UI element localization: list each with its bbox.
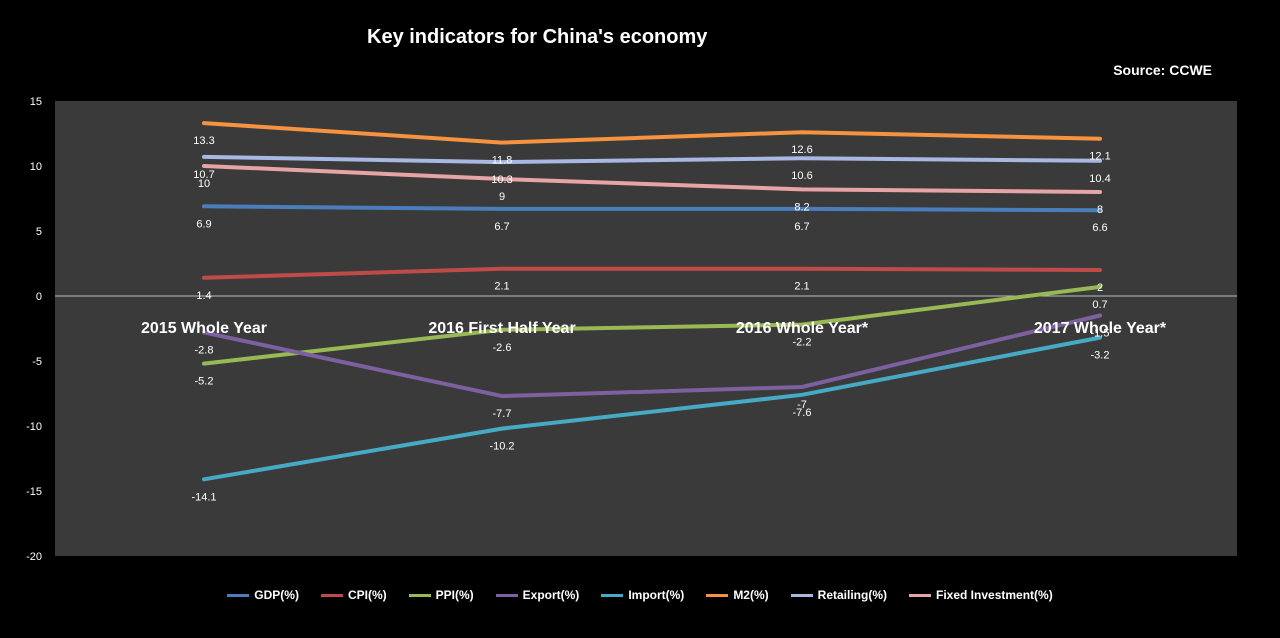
chart-legend: GDP(%) CPI(%) PPI(%) Export(%) Import(%) M2(%… bbox=[0, 586, 1280, 604]
series-line bbox=[202, 154, 1102, 165]
data-label: 10.6 bbox=[791, 170, 812, 182]
data-label: 6.7 bbox=[794, 221, 809, 233]
data-label: 2 bbox=[1097, 282, 1103, 294]
legend-label: PPI(%) bbox=[435, 588, 474, 602]
data-label: 8.2 bbox=[794, 201, 809, 213]
legend-label: M2(%) bbox=[733, 588, 769, 602]
data-label: -7.7 bbox=[493, 408, 512, 420]
chart-source: Source: CCWE bbox=[1113, 62, 1212, 78]
data-label: 2.1 bbox=[494, 281, 509, 293]
y-tick-label: 10 bbox=[30, 161, 42, 173]
legend-item: GDP(%) bbox=[227, 586, 299, 604]
legend-swatch bbox=[408, 593, 431, 597]
legend-label: Fixed Investment(%) bbox=[936, 588, 1053, 602]
data-label: 1.4 bbox=[196, 290, 211, 302]
data-label: -3.2 bbox=[1091, 350, 1110, 362]
legend-item: Export(%) bbox=[495, 586, 580, 604]
legend-swatch bbox=[706, 593, 729, 597]
legend-swatch bbox=[320, 593, 343, 597]
series-line bbox=[202, 266, 1102, 280]
legend-swatch bbox=[909, 593, 931, 597]
legend-label: CPI(%) bbox=[347, 588, 387, 602]
x-category-label: 2016 First Half Year bbox=[428, 320, 575, 337]
x-category-label: 2017 Whole Year* bbox=[1034, 320, 1167, 337]
data-label: -2.8 bbox=[195, 344, 214, 356]
legend-item: CPI(%) bbox=[320, 586, 387, 604]
y-tick-label: 5 bbox=[36, 226, 42, 238]
chart-title: Key indicators for China's economy bbox=[367, 26, 708, 48]
series-line bbox=[202, 164, 1102, 194]
legend-swatch bbox=[601, 593, 624, 597]
y-tick-label: -20 bbox=[26, 551, 42, 563]
data-label: -7 bbox=[797, 399, 807, 411]
data-label: -2.2 bbox=[793, 337, 812, 349]
data-label: 10.3 bbox=[491, 174, 512, 186]
x-category-label: 2015 Whole Year bbox=[141, 320, 267, 337]
legend-item: Fixed Investment(%) bbox=[909, 586, 1053, 604]
y-tick-label: -5 bbox=[32, 356, 42, 368]
series-line bbox=[202, 335, 1102, 482]
legend-swatch bbox=[227, 593, 250, 597]
series-line bbox=[202, 284, 1102, 366]
data-label: -14.1 bbox=[191, 491, 216, 503]
data-label: 0.7 bbox=[1092, 299, 1107, 311]
data-label: -10.2 bbox=[489, 441, 514, 453]
legend-item: Retailing(%) bbox=[790, 586, 887, 604]
data-label: -1.5 bbox=[1091, 328, 1110, 340]
data-label: 13.3 bbox=[193, 135, 214, 147]
data-label: 2.1 bbox=[794, 281, 809, 293]
series-line bbox=[202, 121, 1102, 145]
data-label: 8 bbox=[1097, 204, 1103, 216]
y-tick-label: -10 bbox=[26, 421, 42, 433]
y-tick-label: -15 bbox=[26, 486, 42, 498]
legend-label: Import(%) bbox=[628, 588, 685, 602]
legend-swatch bbox=[495, 593, 518, 597]
data-label: 12.6 bbox=[791, 144, 812, 156]
data-label: 10.7 bbox=[193, 169, 214, 181]
legend-item: M2(%) bbox=[706, 586, 769, 604]
legend-item: PPI(%) bbox=[408, 586, 474, 604]
data-label: 10.4 bbox=[1089, 173, 1110, 185]
data-label: 6.6 bbox=[1092, 222, 1107, 234]
data-label: 9 bbox=[499, 191, 505, 203]
data-label: -5.2 bbox=[195, 376, 214, 388]
y-tick-label: 15 bbox=[30, 96, 42, 108]
series-line bbox=[202, 313, 1102, 399]
legend-label: GDP(%) bbox=[254, 588, 299, 602]
series-line bbox=[202, 204, 1102, 213]
data-label: 6.9 bbox=[196, 218, 211, 230]
data-label: 6.7 bbox=[494, 221, 509, 233]
y-tick-label: 0 bbox=[36, 291, 42, 303]
data-label: -7.6 bbox=[793, 407, 812, 419]
legend-label: Retailing(%) bbox=[817, 588, 887, 602]
data-label: 10 bbox=[198, 178, 210, 190]
legend-swatch bbox=[790, 593, 813, 597]
legend-label: Export(%) bbox=[522, 588, 580, 602]
data-label: 12.1 bbox=[1089, 151, 1110, 163]
data-label: -2.6 bbox=[493, 342, 512, 354]
x-category-label: 2016 Whole Year* bbox=[736, 320, 869, 337]
legend-item: Import(%) bbox=[601, 586, 684, 604]
data-label: 11.8 bbox=[492, 155, 513, 167]
